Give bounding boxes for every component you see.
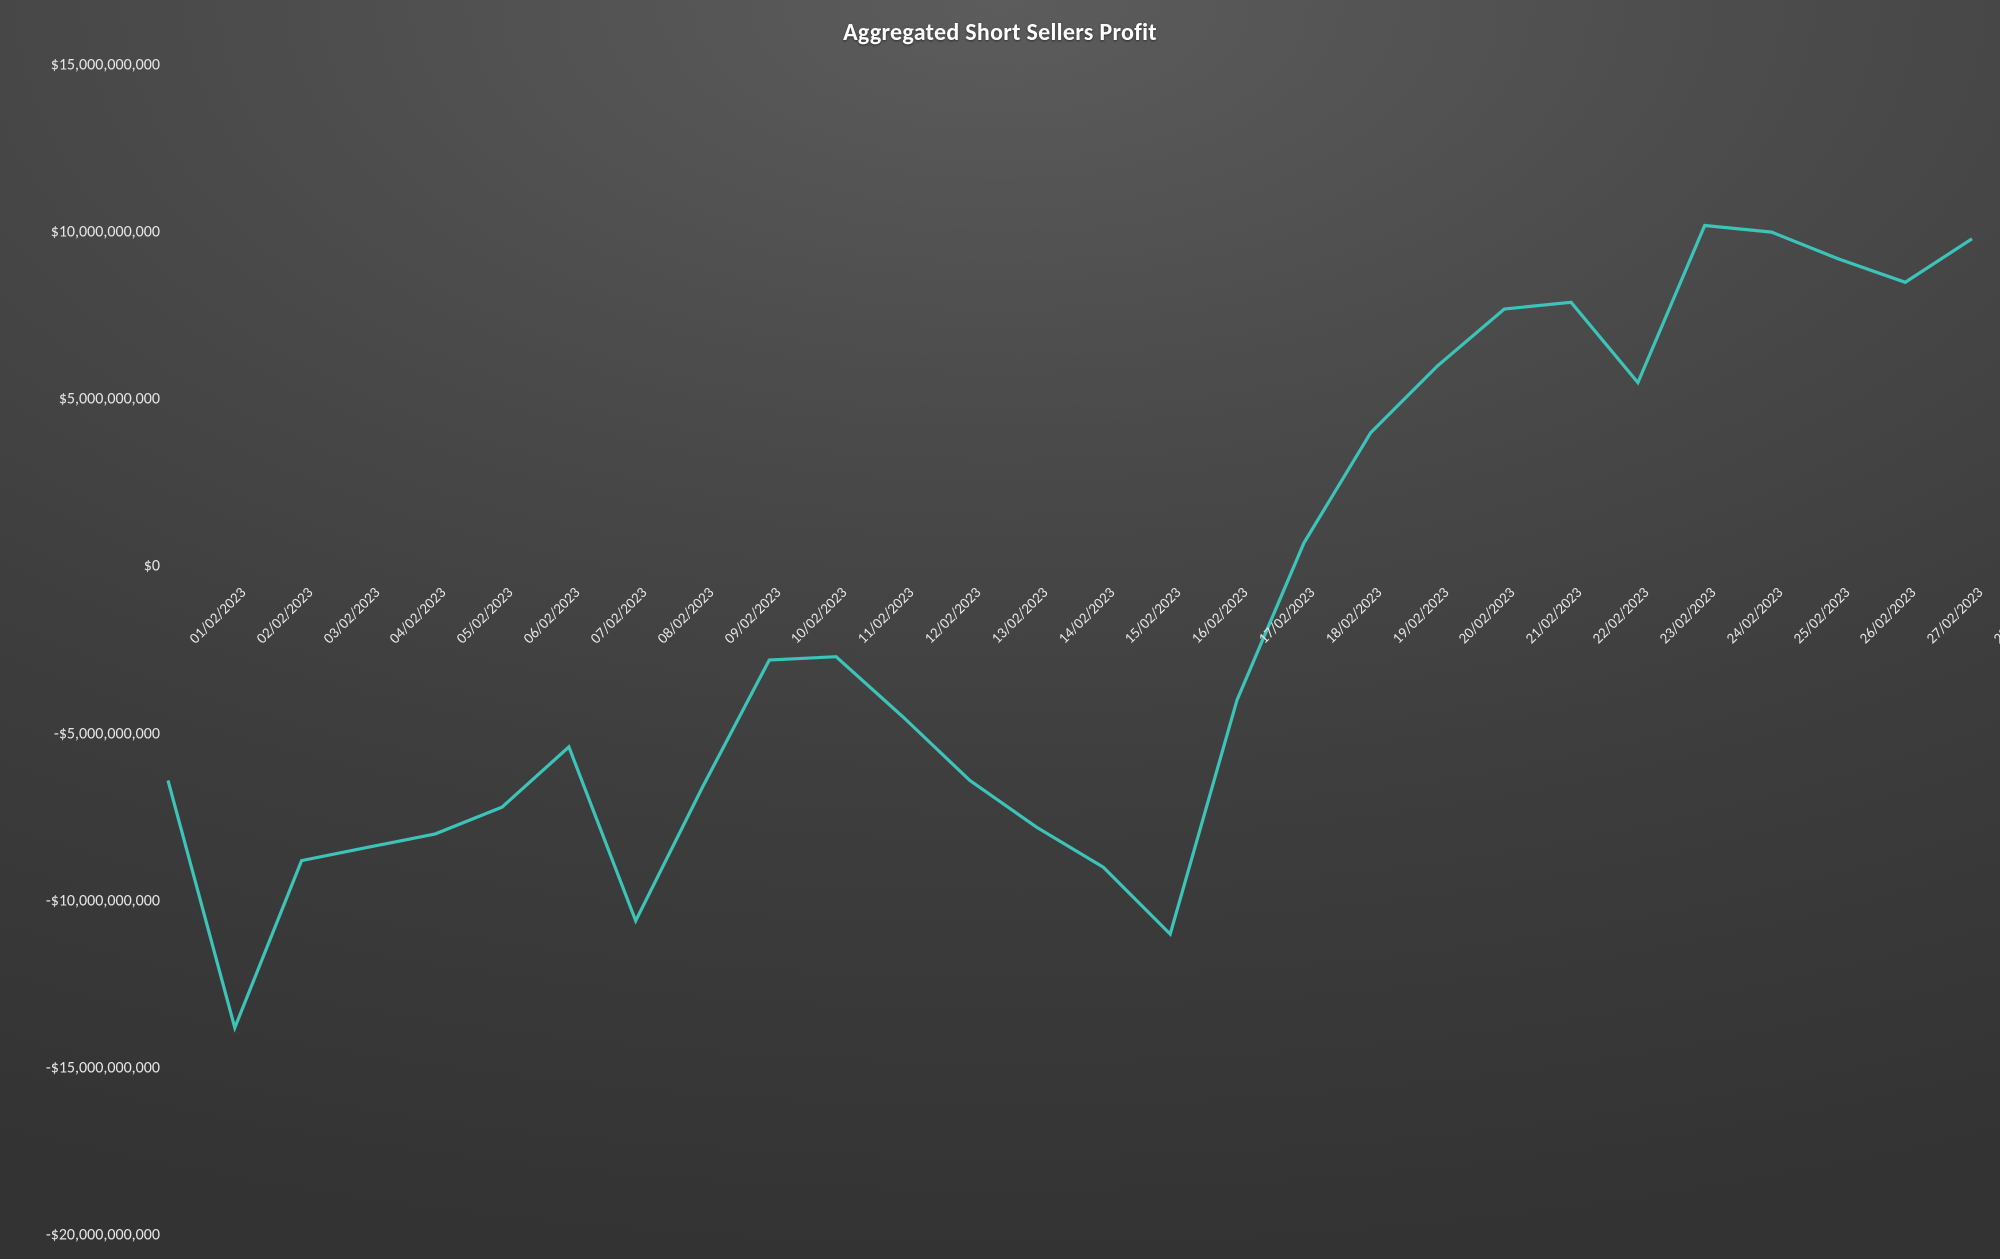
chart-container: Aggregated Short Sellers Profit $15,000,… <box>0 0 2000 1259</box>
y-tick-label: $0 <box>144 557 160 576</box>
y-tick-label: $5,000,000,000 <box>59 390 160 409</box>
y-tick-label: -$15,000,000,000 <box>46 1058 160 1077</box>
y-tick-label: -$20,000,000,000 <box>46 1226 160 1245</box>
y-tick-label: $10,000,000,000 <box>51 223 160 242</box>
y-tick-label: -$10,000,000,000 <box>46 891 160 910</box>
y-tick-label: -$5,000,000,000 <box>54 724 160 743</box>
y-tick-label: $15,000,000,000 <box>51 56 160 75</box>
